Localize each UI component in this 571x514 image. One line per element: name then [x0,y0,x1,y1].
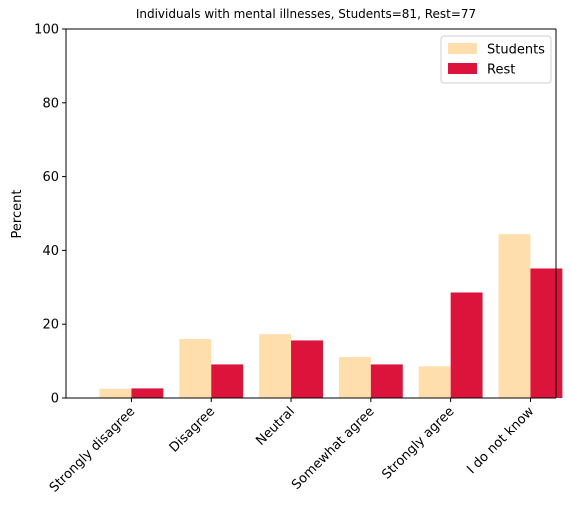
bar-students-3 [338,357,371,398]
bar-rest-2 [291,340,323,398]
y-tick-label: 40 [42,244,59,259]
legend-swatch-rest [448,63,477,74]
legend: Students Rest [440,35,552,84]
bar-students-2 [259,334,292,398]
bar-students-4 [418,366,451,398]
x-tick-label: Somewhat agree [289,404,378,493]
bar-students-1 [179,338,212,398]
y-tick-label: 80 [42,96,59,111]
x-tick-label: Strongly disagree [47,404,138,495]
y-tick-label: 20 [42,318,59,333]
bar-rest-5 [530,268,563,398]
legend-label-rest: Rest [487,63,515,78]
bar-students-0 [99,388,132,398]
x-tick-label: Neutral [253,404,298,449]
legend-label-students: Students [487,43,545,58]
bar-students-5 [498,234,531,398]
x-tick-label: Disagree [167,404,218,455]
y-tick-label: 60 [42,170,59,185]
bar-rest-3 [370,364,403,398]
bar-rest-1 [211,364,244,398]
bar-rest-0 [131,388,164,398]
y-tick-label: 0 [51,392,59,407]
legend-swatch-students [448,43,477,54]
y-tick-label: 100 [34,23,59,38]
bar-rest-4 [450,292,483,398]
x-tick-label: Strongly agree [379,404,457,482]
x-tick-label: I do not know [464,404,537,477]
plot-area: 0 20 40 60 80 100 Strongly disagree Disagree Neu… [34,23,563,496]
chart-title: Individuals with mental illnesses, Stude… [136,7,476,21]
y-axis-label: Percent [10,190,25,239]
